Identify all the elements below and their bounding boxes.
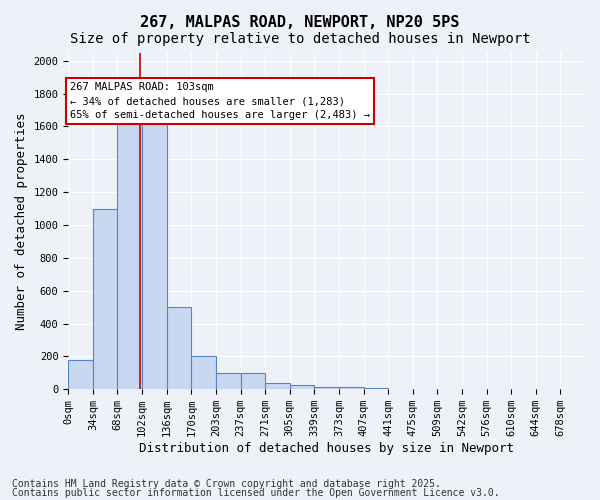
Bar <box>241 373 265 389</box>
Bar <box>118 118 142 389</box>
Bar <box>339 387 364 389</box>
Bar <box>167 307 191 389</box>
Bar <box>93 208 118 389</box>
Bar <box>216 373 241 389</box>
Bar <box>68 360 93 389</box>
Y-axis label: Number of detached properties: Number of detached properties <box>15 112 28 330</box>
Bar <box>314 387 339 389</box>
Text: 267, MALPAS ROAD, NEWPORT, NP20 5PS: 267, MALPAS ROAD, NEWPORT, NP20 5PS <box>140 15 460 30</box>
Bar <box>191 356 216 389</box>
Text: Size of property relative to detached houses in Newport: Size of property relative to detached ho… <box>70 32 530 46</box>
Text: Contains public sector information licensed under the Open Government Licence v3: Contains public sector information licen… <box>12 488 500 498</box>
Text: 267 MALPAS ROAD: 103sqm
← 34% of detached houses are smaller (1,283)
65% of semi: 267 MALPAS ROAD: 103sqm ← 34% of detache… <box>70 82 370 120</box>
X-axis label: Distribution of detached houses by size in Newport: Distribution of detached houses by size … <box>139 442 514 455</box>
Bar <box>142 118 167 389</box>
Bar <box>265 382 290 389</box>
Bar <box>290 385 314 389</box>
Text: Contains HM Land Registry data © Crown copyright and database right 2025.: Contains HM Land Registry data © Crown c… <box>12 479 441 489</box>
Bar <box>364 388 388 389</box>
